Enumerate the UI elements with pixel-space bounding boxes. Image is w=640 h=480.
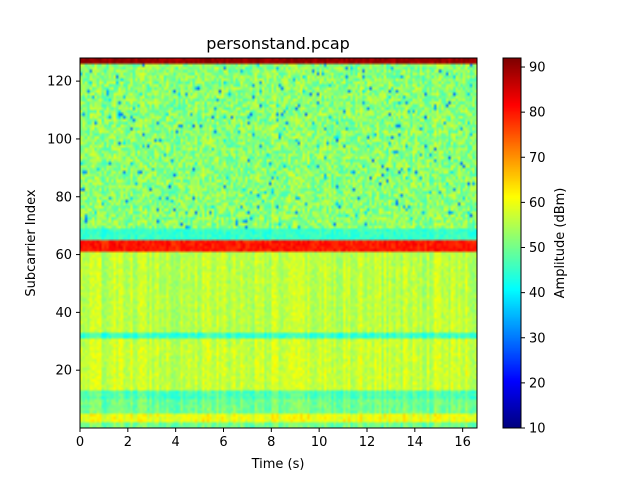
y-tick-label: 60 bbox=[55, 248, 72, 263]
x-tick-label: 10 bbox=[311, 435, 328, 450]
x-tick-label: 14 bbox=[407, 435, 424, 450]
heatmap-area bbox=[79, 57, 478, 429]
y-tick-label: 100 bbox=[47, 132, 72, 147]
colorbar-tick-label: 40 bbox=[529, 286, 546, 301]
x-tick-label: 4 bbox=[172, 435, 180, 450]
heatmap-image bbox=[80, 58, 477, 428]
colorbar-frame bbox=[502, 57, 522, 429]
colorbar-tick-label: 80 bbox=[529, 106, 546, 121]
y-tick-label: 80 bbox=[55, 190, 72, 205]
colorbar-tick-label: 50 bbox=[529, 241, 546, 256]
colorbar-label: Amplitude (dBm) bbox=[553, 188, 568, 299]
colorbar-tick-label: 70 bbox=[529, 151, 546, 166]
y-tick-label: 40 bbox=[55, 306, 72, 321]
y-axis: 20 40 60 80 100 120 bbox=[47, 75, 80, 379]
colorbar: 10 20 30 40 50 60 70 80 90 bbox=[502, 57, 546, 437]
x-tick-label: 0 bbox=[76, 435, 84, 450]
colorbar-tick-label: 60 bbox=[529, 196, 546, 211]
colorbar-tick-label: 30 bbox=[529, 331, 546, 346]
x-tick-label: 8 bbox=[267, 435, 275, 450]
x-axis-label: Time (s) bbox=[251, 457, 305, 472]
x-axis: 0 2 4 6 8 10 12 14 16 bbox=[76, 428, 471, 450]
y-tick-label: 120 bbox=[47, 75, 72, 90]
colorbar-tick-label: 10 bbox=[529, 422, 546, 437]
x-tick-label: 12 bbox=[359, 435, 376, 450]
x-tick-label: 2 bbox=[124, 435, 132, 450]
colorbar-tick-label: 90 bbox=[529, 61, 546, 76]
chart-title: personstand.pcap bbox=[206, 34, 350, 53]
colorbar-axis: 10 20 30 40 50 60 70 80 90 bbox=[521, 61, 546, 437]
y-tick-label: 20 bbox=[55, 364, 72, 379]
plot-frame bbox=[79, 57, 478, 429]
y-axis-label: Subcarrier Index bbox=[24, 189, 39, 296]
x-tick-label: 6 bbox=[219, 435, 227, 450]
x-tick-label: 16 bbox=[454, 435, 471, 450]
colorbar-tick-label: 20 bbox=[529, 376, 546, 391]
colorbar-gradient bbox=[503, 58, 521, 428]
